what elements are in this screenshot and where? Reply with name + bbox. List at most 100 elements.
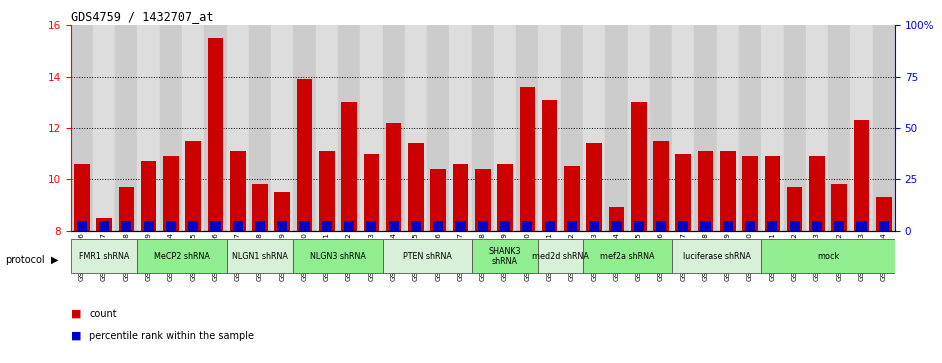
Text: PTEN shRNA: PTEN shRNA (402, 252, 451, 261)
Bar (207, 38, 223, 231)
Bar (389, 221, 398, 231)
Bar (186, 141, 201, 231)
Bar (386, 123, 401, 231)
FancyBboxPatch shape (138, 239, 227, 273)
Bar (720, 151, 736, 231)
Bar (742, 156, 758, 231)
Bar (274, 192, 290, 231)
Bar (872, 25, 895, 231)
Bar (611, 221, 622, 231)
Bar (140, 161, 156, 231)
Text: mock: mock (817, 252, 839, 261)
Text: mef2a shRNA: mef2a shRNA (600, 252, 655, 261)
Text: count: count (89, 309, 117, 319)
Bar (805, 25, 828, 231)
Bar (478, 221, 488, 231)
Bar (411, 221, 421, 231)
Bar (233, 221, 243, 231)
Text: NLGN3 shRNA: NLGN3 shRNA (310, 252, 365, 261)
Text: med2d shRNA: med2d shRNA (532, 252, 589, 261)
Bar (497, 164, 512, 231)
Bar (138, 25, 160, 231)
Bar (430, 169, 446, 231)
Bar (433, 221, 444, 231)
Bar (586, 143, 602, 231)
Bar (71, 25, 93, 231)
Bar (853, 120, 869, 231)
Bar (249, 25, 271, 231)
Bar (832, 184, 847, 231)
Bar (879, 221, 889, 231)
Bar (678, 221, 689, 231)
Bar (768, 221, 777, 231)
Bar (694, 25, 717, 231)
Text: ■: ■ (71, 309, 81, 319)
Text: protocol: protocol (5, 254, 44, 265)
FancyBboxPatch shape (293, 239, 382, 273)
Bar (455, 221, 465, 231)
Bar (494, 25, 516, 231)
Bar (427, 25, 449, 231)
FancyBboxPatch shape (673, 239, 761, 273)
Bar (338, 25, 360, 231)
Bar (634, 221, 643, 231)
Bar (366, 221, 377, 231)
Bar (520, 87, 535, 231)
Bar (293, 25, 316, 231)
Bar (122, 221, 132, 231)
Text: luciferase shRNA: luciferase shRNA (683, 252, 751, 261)
Bar (739, 25, 761, 231)
Bar (230, 151, 246, 231)
Bar (271, 25, 293, 231)
Bar (675, 154, 691, 231)
Bar (851, 25, 872, 231)
Bar (119, 187, 134, 231)
Bar (876, 197, 891, 231)
Bar (834, 221, 844, 231)
Bar (522, 221, 532, 231)
Bar (204, 25, 227, 231)
Text: GDS4759 / 1432707_at: GDS4759 / 1432707_at (71, 10, 213, 23)
Bar (405, 25, 427, 231)
Bar (160, 25, 182, 231)
Bar (761, 25, 784, 231)
Bar (539, 25, 560, 231)
Bar (319, 151, 334, 231)
Bar (542, 100, 558, 231)
FancyBboxPatch shape (472, 239, 539, 273)
Bar (408, 143, 424, 231)
Bar (856, 221, 867, 231)
Bar (449, 25, 472, 231)
Bar (500, 221, 511, 231)
Bar (701, 221, 710, 231)
Bar (166, 221, 176, 231)
Bar (583, 25, 606, 231)
Bar (516, 25, 539, 231)
Bar (364, 154, 380, 231)
Bar (544, 221, 555, 231)
Bar (745, 221, 755, 231)
FancyBboxPatch shape (583, 239, 673, 273)
Bar (627, 25, 650, 231)
Text: NLGN1 shRNA: NLGN1 shRNA (232, 252, 288, 261)
FancyBboxPatch shape (761, 239, 895, 273)
Bar (717, 25, 739, 231)
Bar (182, 25, 204, 231)
Bar (99, 221, 109, 231)
Bar (227, 25, 249, 231)
Bar (316, 25, 338, 231)
Bar (277, 221, 287, 231)
Bar (789, 221, 800, 231)
Bar (567, 221, 577, 231)
Bar (341, 102, 357, 231)
Bar (589, 221, 599, 231)
Bar (96, 218, 112, 231)
Bar (252, 184, 268, 231)
Bar (673, 25, 694, 231)
Bar (653, 141, 669, 231)
Bar (143, 221, 154, 231)
Bar (650, 25, 673, 231)
FancyBboxPatch shape (382, 239, 472, 273)
Bar (344, 221, 354, 231)
Text: MeCP2 shRNA: MeCP2 shRNA (154, 252, 210, 261)
